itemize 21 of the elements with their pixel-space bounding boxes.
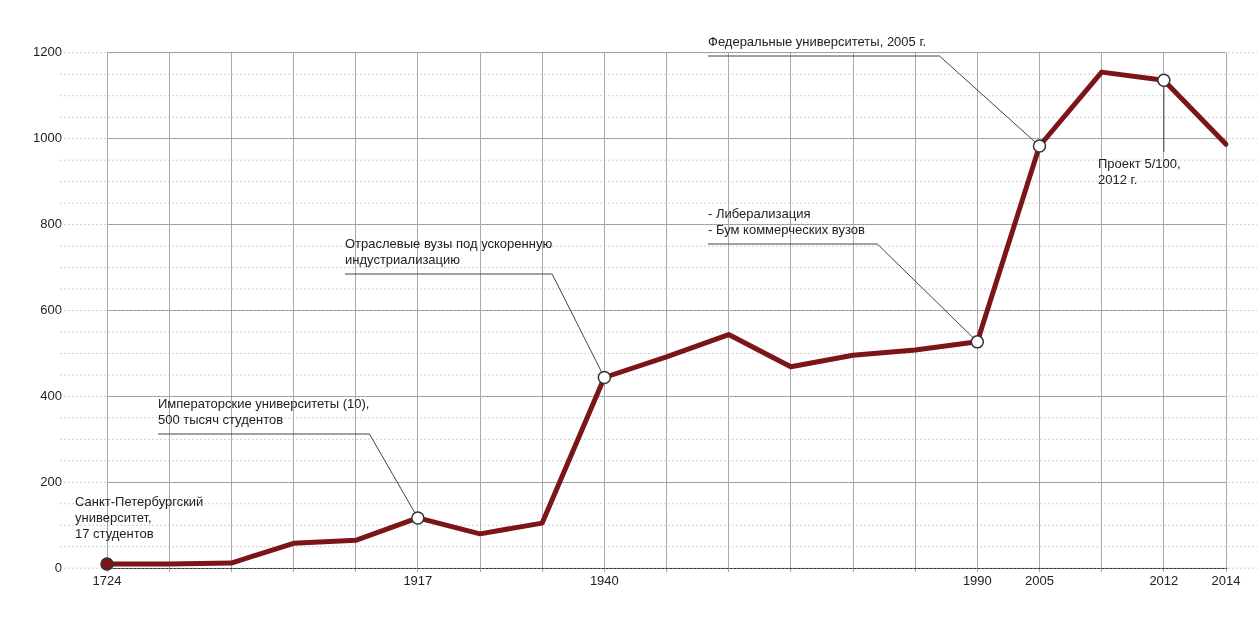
- x-tick-label: 1990: [962, 572, 992, 588]
- y-tick-label: 200: [40, 473, 62, 489]
- annotation: Отраслевые вузы под ускоренную индустриализацию: [345, 236, 553, 268]
- annotation: Федеральные университеты, 2005 г.: [708, 34, 927, 50]
- annotation: Проект 5/100, 2012 г.: [1098, 156, 1181, 188]
- x-tick-label: 1724: [92, 572, 122, 588]
- x-tick-label: 1940: [589, 572, 619, 588]
- y-tick-label: 0: [54, 559, 62, 575]
- y-tick-label: 400: [40, 387, 62, 403]
- y-tick-label: 1000: [33, 130, 62, 146]
- annotation: Императорские университеты (10), 500 тысяч студентов: [158, 396, 370, 428]
- point: [100, 557, 114, 571]
- annotation: Санкт-Петербургский университет, 17 студентов: [75, 493, 204, 541]
- x-tick-label: 2014: [1211, 572, 1241, 588]
- x-tick-label: 2012: [1149, 572, 1179, 588]
- annotation: - Либерализация - Бум коммерческих вузов: [708, 206, 865, 238]
- x-tick-label: 1917: [403, 572, 433, 588]
- y-tick-label: 600: [40, 302, 62, 318]
- y-tick-label: 1200: [33, 44, 62, 60]
- x-tick-label: 2005: [1025, 572, 1054, 588]
- y-tick-label: 800: [40, 216, 62, 232]
